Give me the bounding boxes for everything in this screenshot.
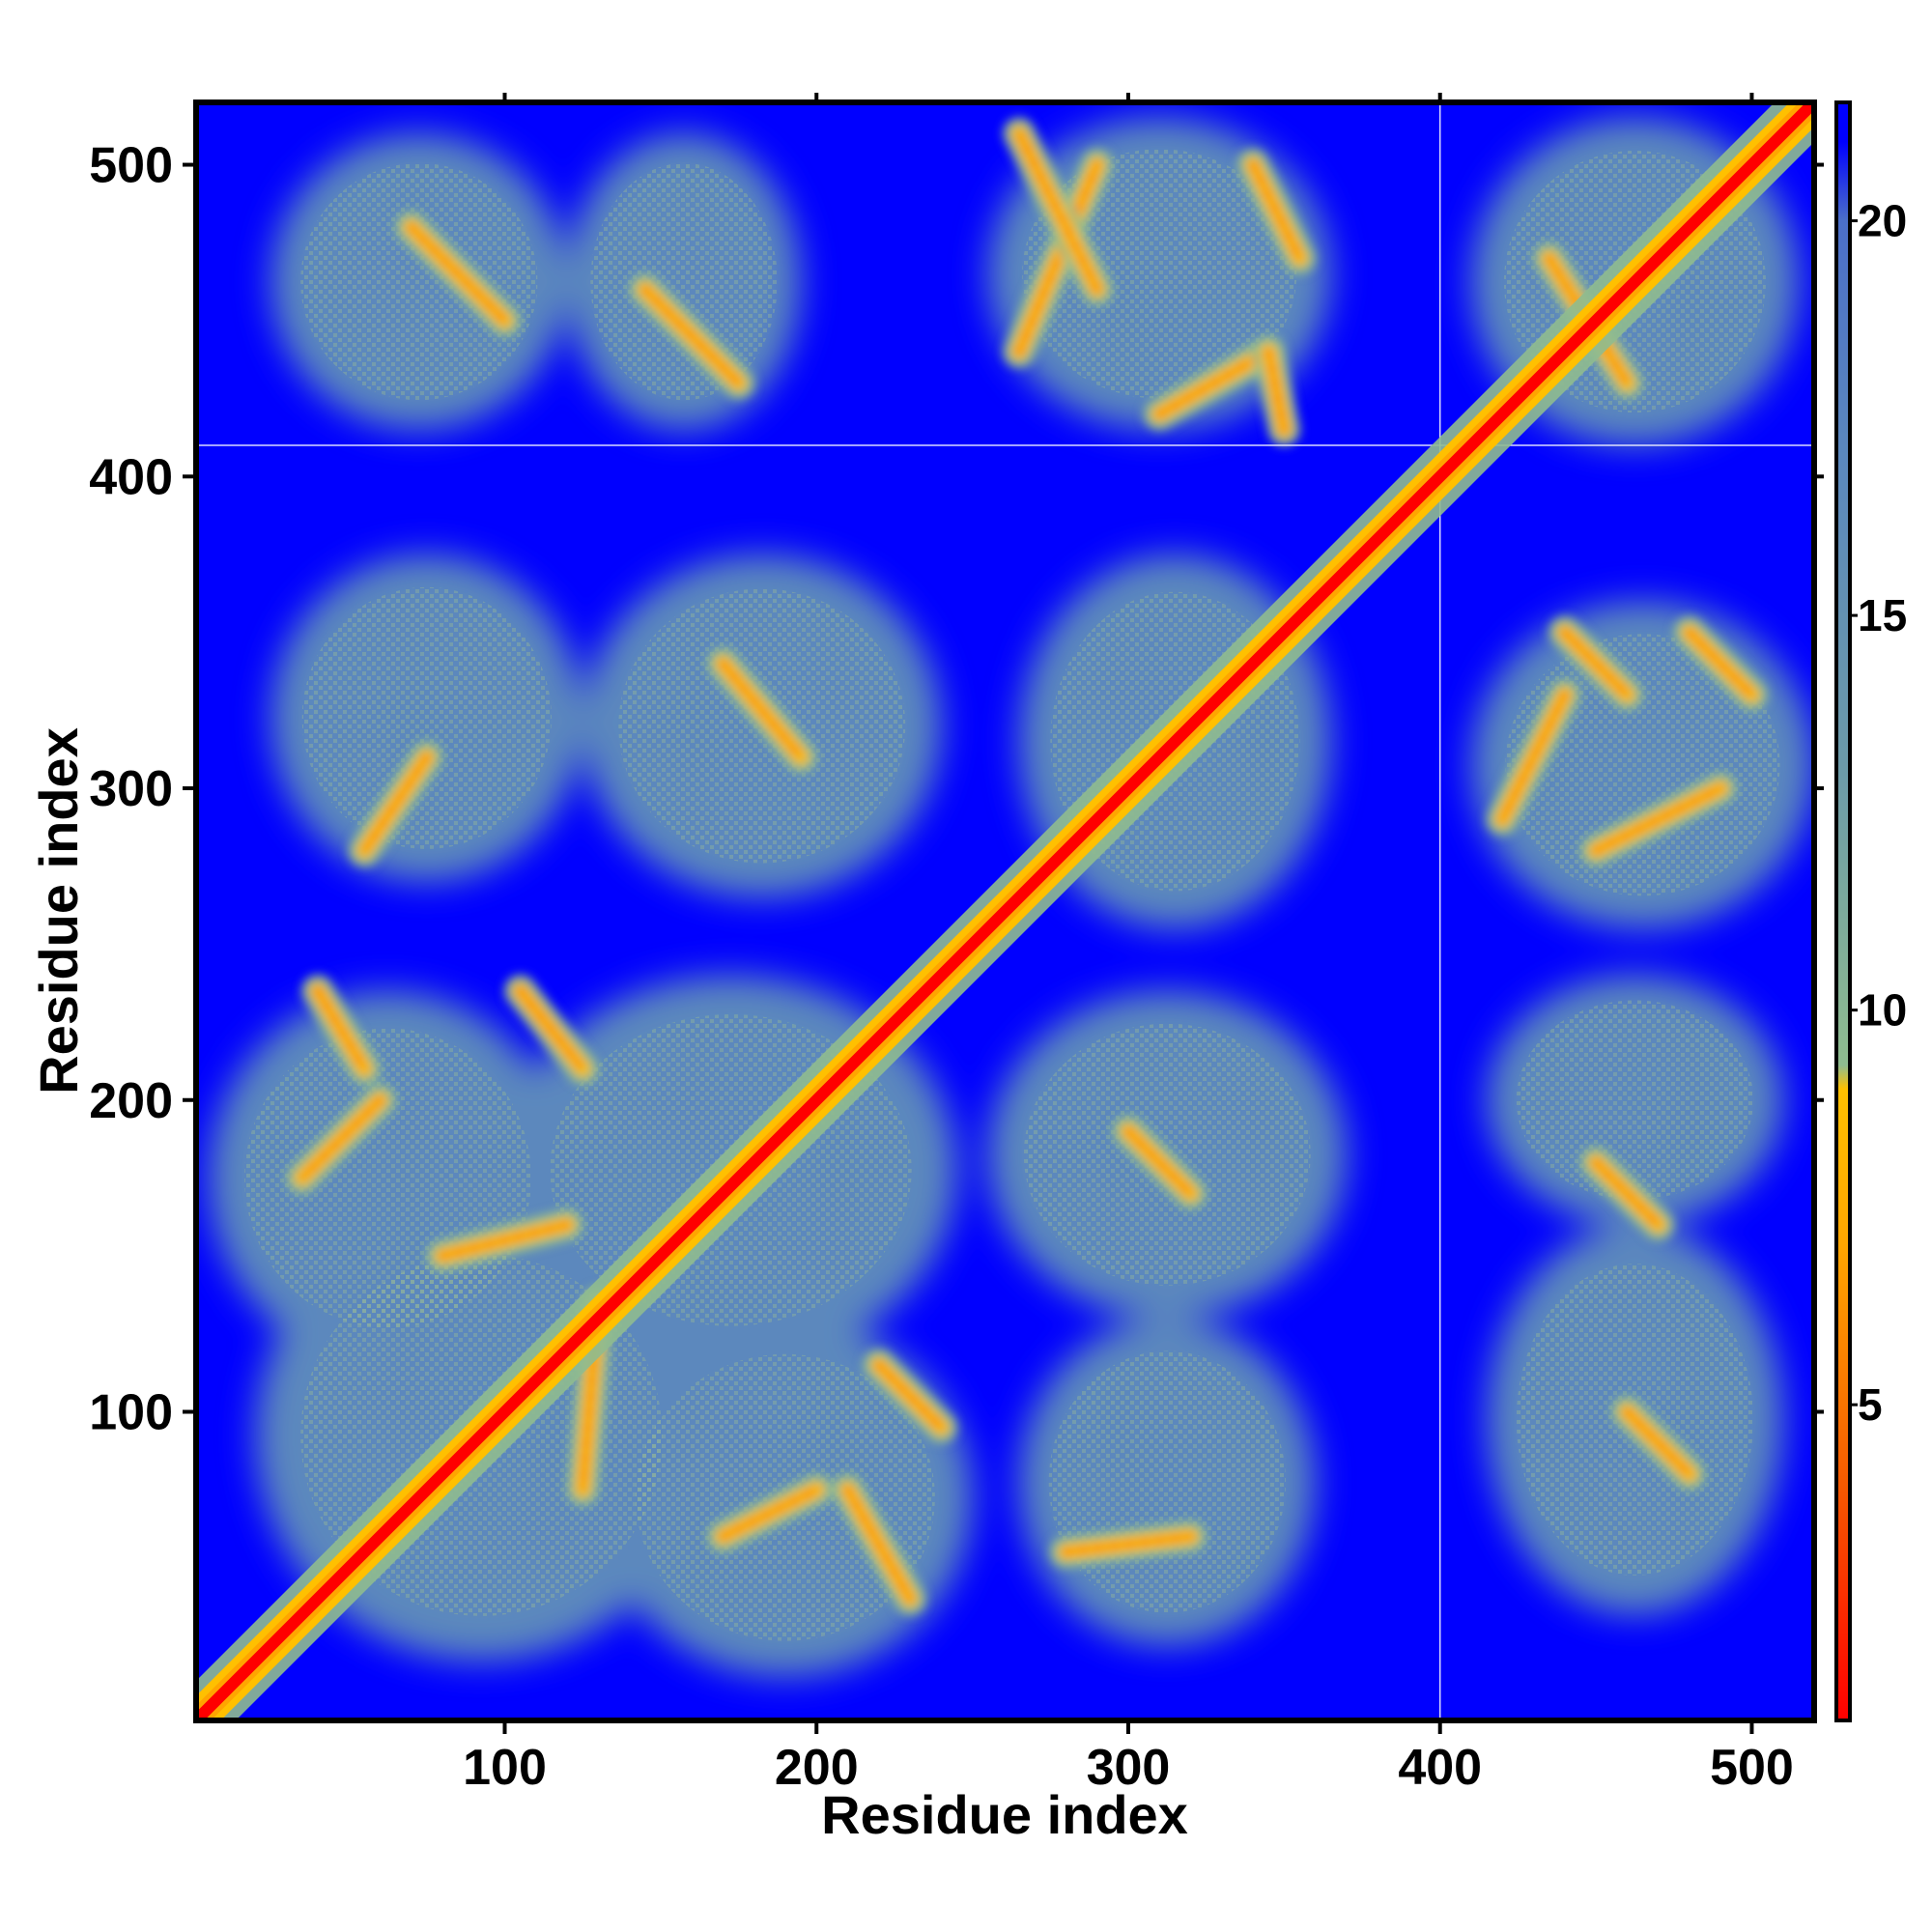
x-tick-label-400: 400 [1398,1740,1482,1796]
contact-texture-0 [300,162,538,401]
x-axis-title: Residue index [821,1784,1188,1845]
contact-band-11 [503,974,600,1086]
contact-band-24 [1610,1395,1706,1492]
plot-frame [193,99,1817,1723]
contact-texture-13 [1048,1350,1286,1613]
contact-texture-4 [301,586,552,849]
contact-band-0 [394,211,522,337]
contact-band-16 [831,1473,927,1616]
contact-band-2 [1003,148,1114,369]
diagonal-band [196,102,1814,1720]
contact-band-21 [1579,772,1738,867]
colorbar: 5 10 15 20 [1834,100,1907,1722]
x-tick-label-200: 200 [775,1740,859,1796]
contact-band-7 [706,646,818,774]
colorbar-gradient [1834,100,1852,1722]
colorbar-tick-label-20: 20 [1858,196,1907,246]
contact-band-6 [1236,148,1317,275]
colorbar-tick-label-15: 15 [1858,590,1907,640]
contact-band-10 [285,1083,397,1195]
x-tick-label-500: 500 [1710,1740,1794,1796]
contact-texture-14 [1516,1000,1754,1201]
contact-band-22 [1672,615,1769,712]
y-tick-label-300: 300 [89,761,173,817]
contact-band-12 [425,1208,584,1273]
contact-band-20 [1486,678,1581,837]
contact-band-19 [1548,615,1644,712]
y-tick-label-400: 400 [89,449,173,505]
contact-band-3 [1003,117,1114,306]
y-axis-title: Residue index [28,727,89,1094]
contact-band-15 [706,1473,834,1553]
contact-bands [285,117,1769,1616]
colorbar-tick-label-5: 5 [1858,1379,1883,1430]
colorbar-tick-label-10: 10 [1858,985,1907,1036]
contact-band-9 [300,974,382,1086]
diagonal-core [196,102,1814,1720]
plot-area [196,102,1814,1720]
y-tick-label-500: 500 [89,138,173,194]
y-tick-label-200: 200 [89,1073,173,1129]
contact-band-23 [1579,1146,1675,1241]
contact-band-17 [1111,1115,1208,1210]
contact-band-5 [1252,335,1301,446]
contact-band-4 [1143,335,1286,431]
y-tick-label-100: 100 [89,1384,173,1440]
contact-band-8 [348,740,443,867]
contact-band-18 [1049,1520,1208,1569]
y-axis: 100 200 300 400 500 [89,138,1824,1440]
x-tick-label-300: 300 [1087,1740,1171,1796]
x-tick-label-100: 100 [463,1740,547,1796]
contact-band-1 [628,272,755,400]
domain-boundaries [196,102,1814,1720]
x-axis: 100 200 300 400 500 [463,93,1794,1796]
contact-texture-1 [590,162,778,401]
contact-band-14 [862,1349,958,1444]
